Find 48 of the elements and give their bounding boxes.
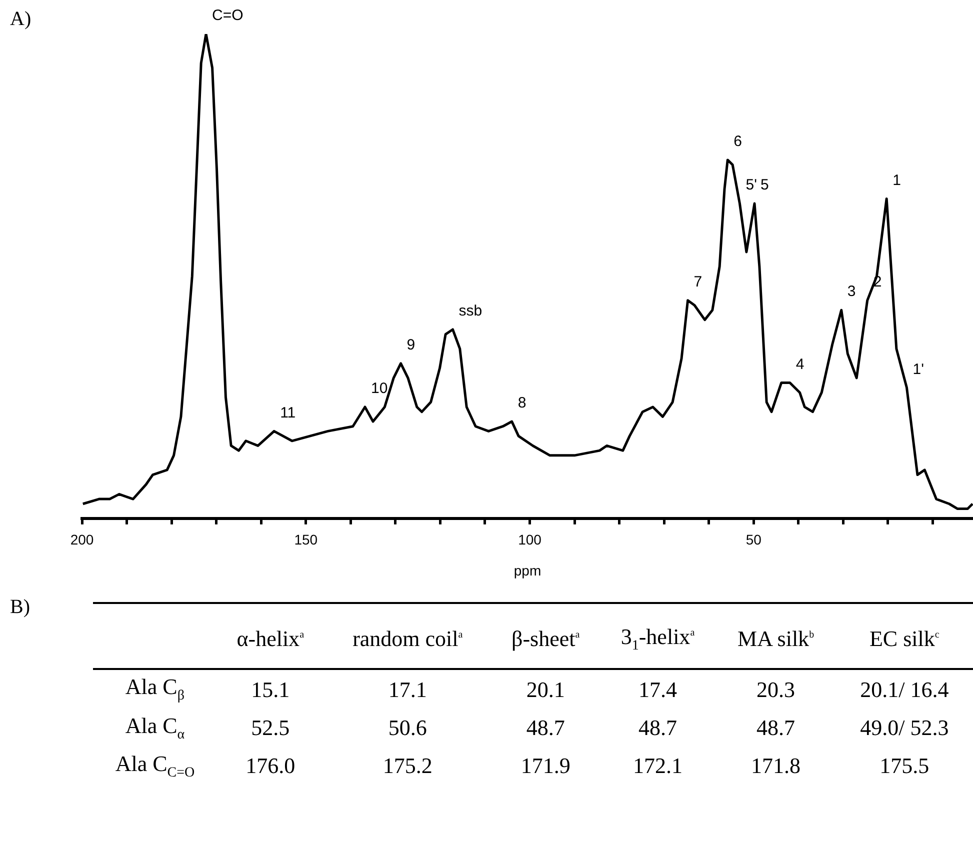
text: 50.6 [388, 714, 427, 740]
annotation: 1 [892, 172, 901, 189]
category-label: Ala C$_{α}$ [125, 712, 185, 742]
text: B) [10, 596, 30, 619]
annotation: 9 [406, 336, 416, 354]
text: 172.1 [633, 753, 682, 778]
category-label: MA silk$^{b}$ [736, 625, 816, 654]
annotation: 6 [734, 133, 742, 150]
text: 49.0/ 52.3 [860, 714, 949, 740]
category-label: Ala C$_{C=O}$ [115, 751, 195, 781]
x-tick-label: 100 [518, 532, 542, 548]
text: 48.7 [526, 714, 565, 740]
text: 171.8 [751, 753, 801, 778]
text: 20.3 [756, 676, 796, 702]
annotation: ssb [458, 302, 482, 320]
text: 20.1 [526, 676, 565, 702]
text: 20.1/ 16.4 [860, 676, 949, 702]
annotation: 1' [912, 360, 924, 378]
annotation: 4 [796, 356, 804, 373]
category-label: random coil$^{a}$ [352, 625, 464, 654]
x-tick-label: 150 [294, 532, 318, 548]
category-label: 3$_{1}$-helix$^{a}$ [620, 623, 696, 656]
category-label: EC silk$^{c}$ [868, 625, 940, 654]
x-tick-label: 50 [746, 532, 762, 548]
category-label: Ala C$_{β}$ [125, 674, 184, 704]
text: 175.2 [382, 753, 432, 778]
text: 17.4 [638, 676, 677, 702]
text: 175.5 [880, 753, 930, 778]
text: 48.7 [638, 714, 677, 740]
annotation: 5' [746, 176, 758, 194]
annotation: C=O [212, 7, 244, 24]
text: 17.1 [388, 676, 427, 702]
x-tick-label: 200 [70, 532, 94, 548]
text: 171.9 [520, 753, 570, 778]
annotation: 7 [694, 274, 702, 291]
text: 52.5 [251, 714, 290, 740]
text: 176.0 [246, 753, 296, 778]
text: 48.7 [756, 714, 796, 740]
text: 15.1 [251, 676, 290, 702]
category-label: α-helix$^{a}$ [236, 625, 306, 654]
category-label: β-sheet$^{a}$ [510, 625, 581, 654]
annotation: 3 [847, 283, 856, 300]
x-axis-title: ppm [514, 562, 542, 578]
annotation: 10 [370, 380, 388, 398]
annotation: 5 [760, 176, 769, 194]
annotation: 8 [518, 394, 526, 412]
chart-title: A) [10, 8, 32, 31]
annotation: 11 [280, 404, 296, 422]
